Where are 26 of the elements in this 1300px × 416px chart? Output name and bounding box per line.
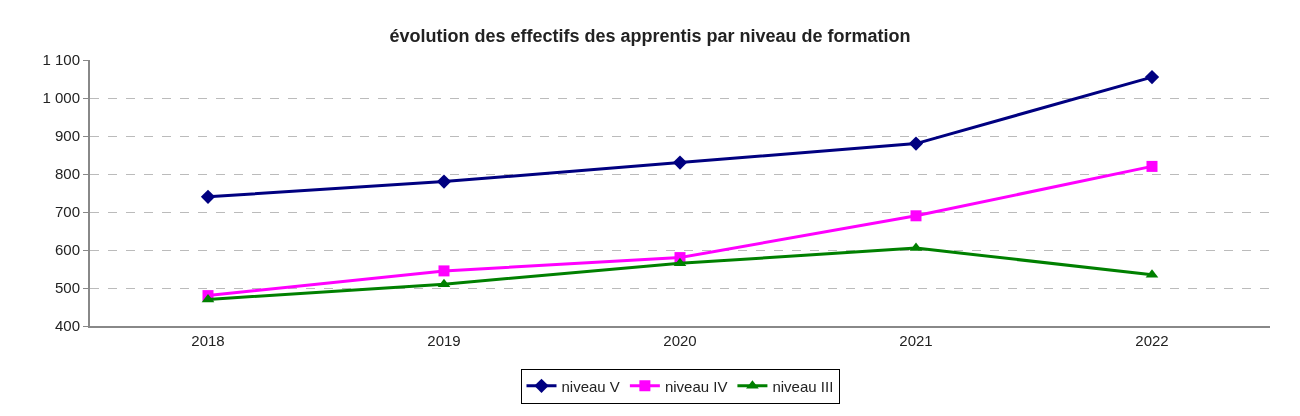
point [1144,69,1160,85]
point [910,210,922,222]
legend-label: niveau V [561,377,620,395]
y-tick-label: 700 [54,203,80,221]
y-tick-label: 800 [54,165,80,183]
point [1146,160,1158,172]
x-tick-label: 2019 [427,332,461,349]
point [438,265,450,277]
legend-label: niveau III [772,377,834,395]
chart-title: évolution des effectifs des apprentis par niveau de formation [389,25,911,46]
y-tick-label: 1 100 [42,51,80,69]
point [200,189,216,204]
y-tick-label: 1 000 [42,89,80,107]
legend-label: niveau IV [664,377,728,395]
point [672,155,688,170]
x-tick-label: 2020 [663,332,697,349]
point [673,257,687,267]
y-tick-label: 500 [54,279,80,297]
point [436,174,452,189]
x-tick-label: 2018 [191,332,225,349]
x-tick-label: 2022 [1135,332,1169,349]
y-tick-label: 600 [54,241,80,259]
y-tick-label: 400 [54,317,80,335]
x-tick-label: 2021 [899,332,933,349]
y-tick-label: 900 [54,127,80,145]
point [908,136,924,151]
